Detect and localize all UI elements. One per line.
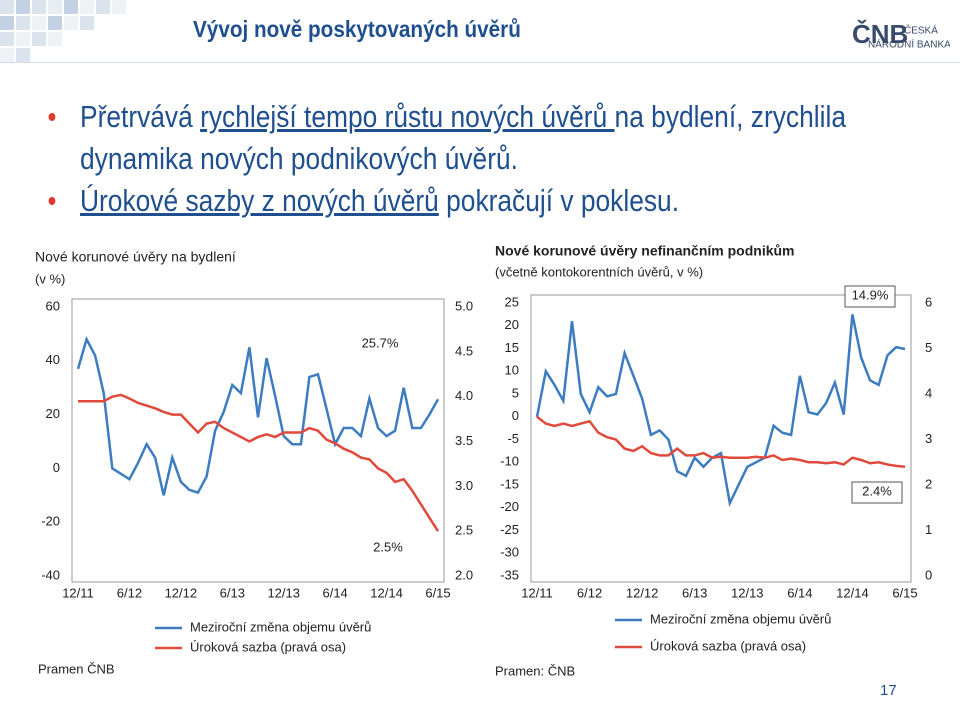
y-tick-label: -30 xyxy=(500,545,519,560)
y2-tick-label: 4.0 xyxy=(455,388,473,403)
line-series xyxy=(536,415,906,469)
bullet-list: Přetrvává rychlejší tempo růstu nových ú… xyxy=(48,96,896,222)
y-tick-label: 20 xyxy=(46,406,60,421)
y2-tick-label: 3.0 xyxy=(455,478,473,493)
y-tick-label: 15 xyxy=(505,340,519,355)
corner-decoration xyxy=(0,0,126,62)
legend-label: Meziroční změna objemu úvěrů xyxy=(650,611,831,626)
y2-tick-label: 2.5 xyxy=(455,523,473,538)
y2-tick-label: 3.5 xyxy=(455,433,473,448)
bullet-text: na bydlení, zrychlila dynamika nových po… xyxy=(80,99,846,176)
y-tick-label: 20 xyxy=(505,317,519,332)
logo-name: NÁRODNÍ BANKA xyxy=(868,38,950,51)
logo-name: ČESKÁ xyxy=(904,24,938,37)
annotation: 2.4% xyxy=(862,483,892,498)
x-tick-label: 12/11 xyxy=(62,585,94,600)
y-tick-label: -5 xyxy=(507,431,519,446)
x-tick-label: 6/14 xyxy=(322,585,347,600)
bullet-text: pokračují v poklesu. xyxy=(438,183,680,218)
x-tick-label: 6/15 xyxy=(892,585,917,600)
page-number: 17 xyxy=(880,682,897,699)
chart: Nové korunové úvěry nefinančním podnikům… xyxy=(495,243,932,679)
source-note: Pramen: ČNB xyxy=(495,663,575,678)
line-series xyxy=(76,335,440,496)
legend-label: Úroková sazba (pravá osa) xyxy=(190,639,346,654)
x-tick-label: 6/13 xyxy=(682,585,707,600)
bullet-text: rychlejší tempo růstu nových úvěrů xyxy=(200,99,615,134)
y2-tick-label: 5.0 xyxy=(455,298,473,313)
bullet-text: Přetrvává xyxy=(80,99,201,134)
y2-tick-label: 6 xyxy=(925,294,932,309)
y-tick-label: -15 xyxy=(500,476,519,491)
y-tick-label: -40 xyxy=(41,567,60,582)
x-tick-label: 6/14 xyxy=(787,585,812,600)
source-note: Pramen ČNB xyxy=(38,661,115,676)
x-tick-label: 6/12 xyxy=(577,585,602,600)
y-tick-label: 25 xyxy=(505,294,519,309)
y-tick-label: -20 xyxy=(41,514,60,529)
legend-label: Meziroční změna objemu úvěrů xyxy=(190,619,371,634)
annotation: 2.5% xyxy=(373,539,403,554)
y2-tick-label: 2 xyxy=(925,476,932,491)
legend-label: Úroková sazba (pravá osa) xyxy=(650,638,806,653)
x-tick-label: 12/11 xyxy=(521,585,553,600)
y2-tick-label: 0 xyxy=(925,567,932,582)
y-tick-label: 5 xyxy=(512,385,519,400)
line-series xyxy=(535,314,906,508)
plot-frame xyxy=(530,294,912,583)
y-tick-label: 60 xyxy=(46,298,60,313)
y2-tick-label: 4.5 xyxy=(455,343,473,358)
annotation: 25.7% xyxy=(362,335,399,350)
annotation: 14.9% xyxy=(852,287,889,302)
line-series xyxy=(78,393,440,532)
chart-title: Nové korunové úvěry nefinančním podnikům xyxy=(495,243,795,259)
y2-tick-label: 1 xyxy=(925,522,932,537)
y2-tick-label: 3 xyxy=(925,431,932,446)
chart-subtitle: (včetně kontokorentních úvěrů, v %) xyxy=(495,264,703,279)
y2-tick-label: 2.0 xyxy=(455,567,473,582)
bullet-text: Úrokové sazby z nových úvěrů xyxy=(80,183,439,218)
x-tick-label: 12/13 xyxy=(267,585,300,600)
bullet: Přetrvává rychlejší tempo růstu nových ú… xyxy=(48,96,896,180)
x-tick-label: 12/13 xyxy=(731,585,764,600)
x-tick-label: 12/12 xyxy=(626,585,659,600)
y-tick-label: -20 xyxy=(500,499,519,514)
y2-tick-label: 4 xyxy=(925,385,932,400)
chart: Nové korunové úvěry na bydlení (v %) -40 -2… xyxy=(35,249,473,677)
x-tick-label: 12/14 xyxy=(836,585,869,600)
y-tick-label: -10 xyxy=(500,454,519,469)
y2-tick-label: 5 xyxy=(925,340,932,355)
x-tick-label: 6/15 xyxy=(425,585,450,600)
logo-mark: ČNB xyxy=(852,19,908,49)
x-tick-label: 12/12 xyxy=(165,585,198,600)
x-tick-label: 12/14 xyxy=(370,585,403,600)
x-tick-label: 6/12 xyxy=(117,585,142,600)
plot-frame xyxy=(71,298,445,583)
chart-subtitle: (v %) xyxy=(35,271,65,286)
x-tick-label: 6/13 xyxy=(220,585,245,600)
y-tick-label: 10 xyxy=(505,363,519,378)
y-tick-label: 0 xyxy=(512,408,519,423)
y-tick-label: -25 xyxy=(500,522,519,537)
annotation-box xyxy=(844,285,896,308)
bullet: Úrokové sazby z nových úvěrů pokračují v… xyxy=(48,180,896,222)
y-tick-label: -35 xyxy=(500,567,519,582)
annotation-box xyxy=(851,481,903,504)
slide-title: Vývoj nově poskytovaných úvěrů xyxy=(193,16,521,42)
header-rule xyxy=(0,62,960,63)
logo: ČNB ČESKÁ NÁRODNÍ BANKA xyxy=(852,19,950,51)
y-tick-label: 0 xyxy=(53,460,60,475)
y-tick-label: 40 xyxy=(46,352,60,367)
chart-title: Nové korunové úvěry na bydlení xyxy=(35,249,236,265)
